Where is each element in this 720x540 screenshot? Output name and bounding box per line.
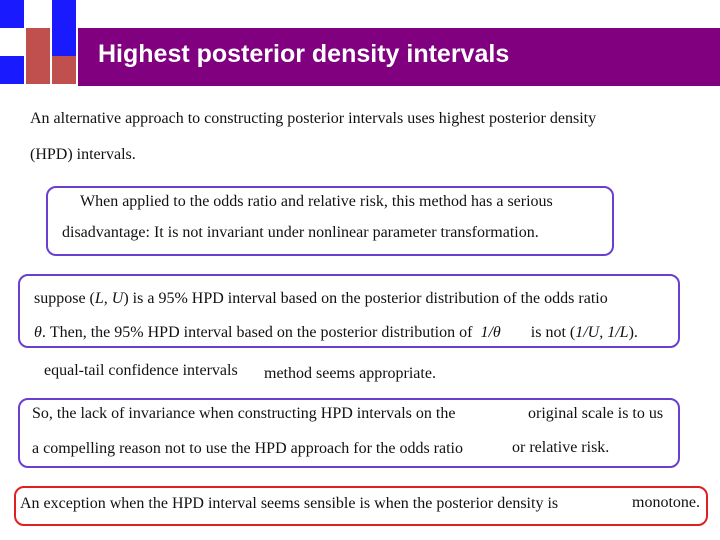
box3-line-1-a: So, the lack of invariance when construc… (32, 405, 456, 422)
box3-line-2-a: a compelling reason not to use the HPD a… (32, 440, 463, 457)
callout-box-conclusion (18, 398, 680, 468)
decor-square (26, 56, 50, 84)
callout-box-exception (14, 486, 708, 526)
decor-square (0, 0, 24, 28)
decor-square (52, 28, 76, 56)
equal-tail-part-2: method seems appropriate. (264, 365, 436, 382)
box3-line-1-b: original scale is to us (528, 405, 664, 422)
equal-tail-part-1: equal-tail confidence intervals (44, 362, 238, 379)
title-bar (78, 28, 720, 86)
decor-square (52, 56, 76, 84)
box4-part-1: An exception when the HPD interval seems… (20, 495, 559, 512)
box3-line-2-b: or relative risk. (512, 439, 610, 456)
slide-title: Highest posterior density intervals (98, 40, 510, 68)
decor-square (52, 0, 76, 28)
box2-line-2: θ. Then, the 95% HPD interval based on t… (34, 324, 638, 341)
decor-square (0, 56, 24, 84)
callout-box-example (18, 274, 680, 348)
box2-line-1: suppose (L, U) is a 95% HPD interval bas… (34, 290, 608, 307)
box4-part-2: monotone. (632, 494, 700, 511)
intro-line-2: (HPD) intervals. (30, 146, 136, 163)
box1-line-1: When applied to the odds ratio and relat… (80, 193, 553, 210)
decor-square (26, 28, 50, 56)
callout-box-invariance (46, 186, 614, 256)
intro-line-1: An alternative approach to constructing … (30, 110, 597, 127)
box1-line-2: disadvantage: It is not invariant under … (62, 224, 539, 241)
